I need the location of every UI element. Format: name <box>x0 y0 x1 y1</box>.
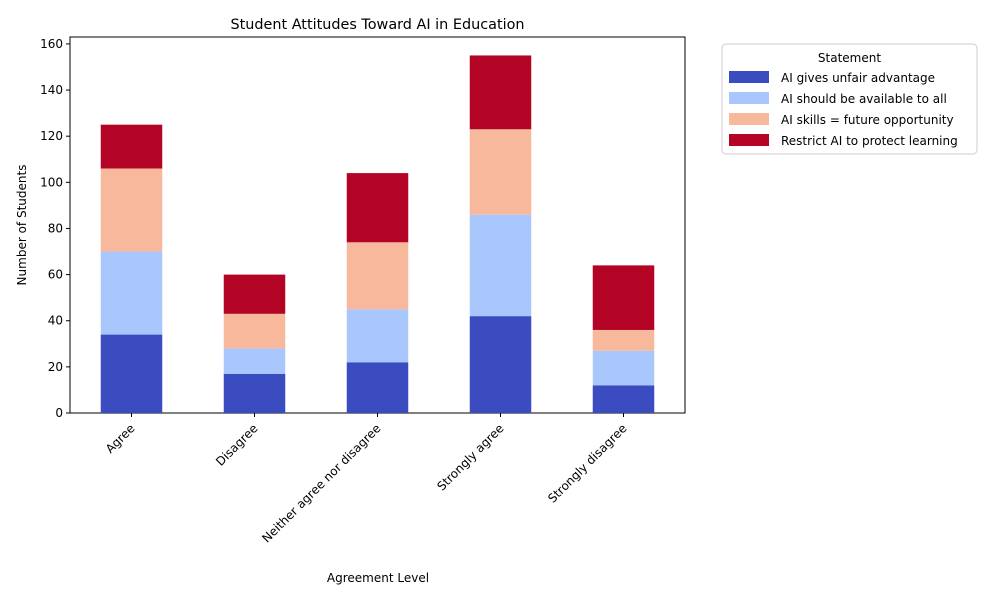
x-tick-label-4: Strongly disagree <box>545 421 629 505</box>
bar-segment-1-3 <box>223 274 286 314</box>
y-tick-label-4: 80 <box>48 221 63 235</box>
x-axis-title: Agreement Level <box>327 571 429 585</box>
bar-segment-2-0 <box>346 362 409 413</box>
legend-items: AI gives unfair advantage AI should be av… <box>729 71 958 148</box>
y-tick-label-6: 120 <box>40 129 63 143</box>
bar-segment-0-0 <box>100 334 163 413</box>
x-tick-label-1: Disagree <box>213 421 261 469</box>
x-tick-label-0: Agree <box>103 421 138 456</box>
bar-segment-0-3 <box>100 124 163 169</box>
bar-segment-3-3 <box>469 55 532 130</box>
bar-segment-4-2 <box>592 329 655 351</box>
legend-frame <box>721 43 978 155</box>
bar-segment-1-1 <box>223 348 286 374</box>
bar-segment-0-2 <box>100 168 163 252</box>
bar-segment-3-0 <box>469 316 532 413</box>
y-tick-label-7: 140 <box>40 83 63 97</box>
y-tick-label-3: 60 <box>48 268 63 282</box>
y-axis-title: Number of Students <box>15 165 29 286</box>
bar-segment-3-2 <box>469 129 532 215</box>
bar-segment-4-0 <box>592 385 655 413</box>
y-axis: 0 20 40 60 80 100 120 140 160 <box>40 37 70 420</box>
legend-swatch-1 <box>729 92 769 104</box>
y-tick-label-5: 100 <box>40 175 63 189</box>
legend-label-1: AI should be available to all <box>781 92 947 106</box>
bar-segment-2-1 <box>346 309 409 363</box>
legend-label-0: AI gives unfair advantage <box>781 71 935 85</box>
bars-group <box>100 55 655 413</box>
legend-title: Statement <box>818 51 881 65</box>
y-tick-label-2: 40 <box>48 314 63 328</box>
y-tick-label-0: 0 <box>55 406 63 420</box>
x-tick-label-3: Strongly agree <box>434 421 506 493</box>
bar-segment-0-1 <box>100 251 163 335</box>
chart-title: Student Attitudes Toward AI in Education <box>230 17 524 33</box>
bar-segment-2-2 <box>346 242 409 310</box>
legend-swatch-3 <box>729 134 769 146</box>
bar-segment-1-2 <box>223 313 286 349</box>
legend-swatch-0 <box>729 71 769 83</box>
bar-segment-4-1 <box>592 350 655 386</box>
bar-segment-3-1 <box>469 214 532 317</box>
y-tick-label-8: 160 <box>40 37 63 51</box>
legend: Statement AI gives unfair advantage AI sh… <box>721 43 978 155</box>
bar-segment-1-0 <box>223 373 286 413</box>
legend-swatch-2 <box>729 113 769 125</box>
x-tick-label-2: Neither agree nor disagree <box>259 421 383 545</box>
legend-label-2: AI skills = future opportunity <box>781 113 954 127</box>
bar-segment-2-3 <box>346 173 409 243</box>
legend-label-3: Restrict AI to protect learning <box>781 134 958 148</box>
y-tick-label-1: 20 <box>48 360 63 374</box>
bar-segment-4-3 <box>592 265 655 330</box>
